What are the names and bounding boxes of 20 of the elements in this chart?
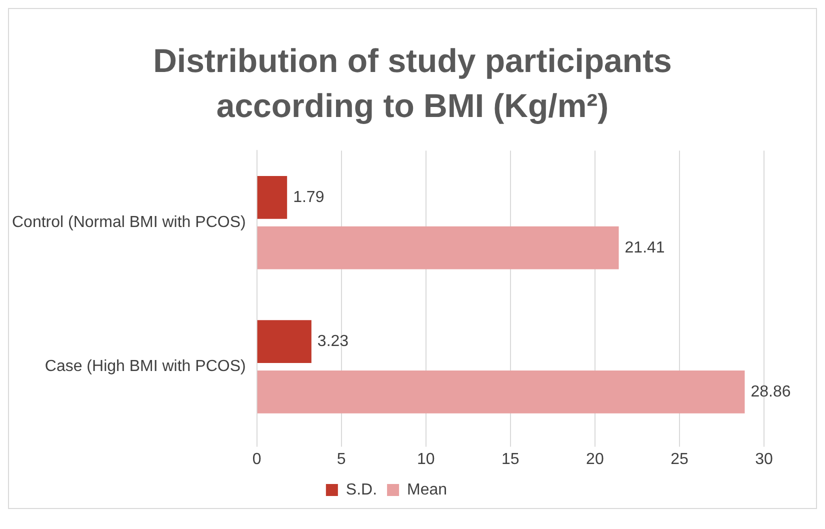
data-label: 1.79 [293,188,324,206]
bar [257,226,619,270]
y-tick-label: Control (Normal BMI with PCOS) [12,214,246,232]
bar [257,320,312,364]
bar [257,176,288,219]
chart-title: Distribution of study participants according to BMI (Kg/m²) [152,41,673,126]
legend-label: Mean [407,482,448,498]
x-tick-label: 25 [670,450,688,468]
bar [257,370,745,414]
x-tick-label: 10 [416,450,435,468]
y-tick-label: Case (High BMI with PCOS) [44,358,246,376]
data-label: 21.41 [624,239,665,256]
x-tick-label: 20 [586,450,604,468]
x-tick-label: 30 [755,450,773,468]
x-tick-label: 5 [336,450,346,468]
x-tick-label: 15 [502,450,520,468]
data-label: 28.86 [750,383,791,400]
x-tick-label: 0 [252,450,262,468]
legend-label: S.D. [346,482,378,498]
data-label: 3.23 [317,333,349,350]
